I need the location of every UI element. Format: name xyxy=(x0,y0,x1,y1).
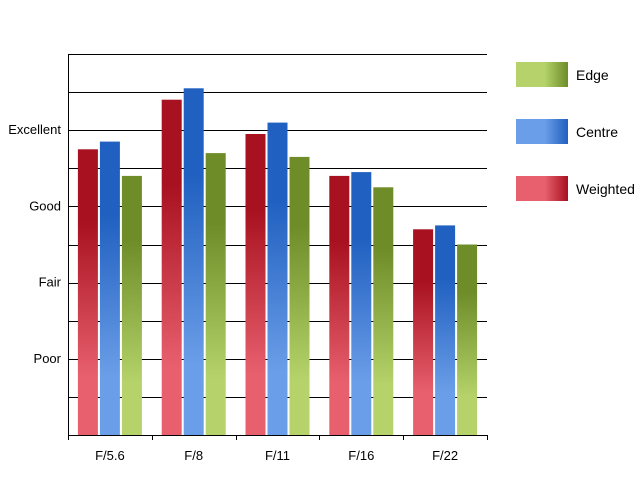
legend-label-weighted: Weighted xyxy=(576,181,635,197)
bar-weighted-f56 xyxy=(77,149,98,436)
bar-weighted-f16 xyxy=(329,175,350,435)
x-tick-label: F/5.6 xyxy=(95,448,125,463)
bar-centre-f8 xyxy=(183,88,204,436)
bar-centre-f56 xyxy=(99,141,120,435)
bar-edge-f56 xyxy=(121,175,142,435)
x-tick-label: F/16 xyxy=(348,448,374,463)
legend-swatch-weighted xyxy=(516,176,568,201)
bar-centre-f16 xyxy=(351,172,372,435)
x-tick-label: F/8 xyxy=(184,448,203,463)
bar-edge-f11 xyxy=(289,156,310,435)
bar-edge-f16 xyxy=(373,187,394,435)
axes xyxy=(68,54,488,440)
bar-weighted-f22 xyxy=(413,229,434,435)
x-tick-label: F/11 xyxy=(265,448,290,463)
y-tick-label-fair: Fair xyxy=(39,275,62,290)
y-tick-label-good: Good xyxy=(29,198,61,213)
y-tick-labels: Poor Fair Good Excellent xyxy=(8,122,61,366)
bar-weighted-f11 xyxy=(245,134,266,435)
bar-edge-f22 xyxy=(457,244,478,435)
bar-edge-f8 xyxy=(205,153,226,435)
y-tick-label-excellent: Excellent xyxy=(8,122,61,137)
legend-swatch-centre xyxy=(516,119,568,144)
legend: Edge Centre Weighted xyxy=(516,62,635,201)
bar-weighted-f8 xyxy=(161,99,182,435)
x-tick-labels: F/5.6 F/8 F/11 F/16 F/22 xyxy=(95,448,458,463)
y-tick-label-poor: Poor xyxy=(34,351,62,366)
legend-label-edge: Edge xyxy=(576,67,609,83)
legend-swatch-edge xyxy=(516,62,568,87)
bar-centre-f11 xyxy=(267,122,288,435)
bar-centre-f22 xyxy=(435,225,456,435)
bars xyxy=(77,88,478,436)
legend-label-centre: Centre xyxy=(576,124,618,140)
x-tick-label: F/22 xyxy=(432,448,458,463)
